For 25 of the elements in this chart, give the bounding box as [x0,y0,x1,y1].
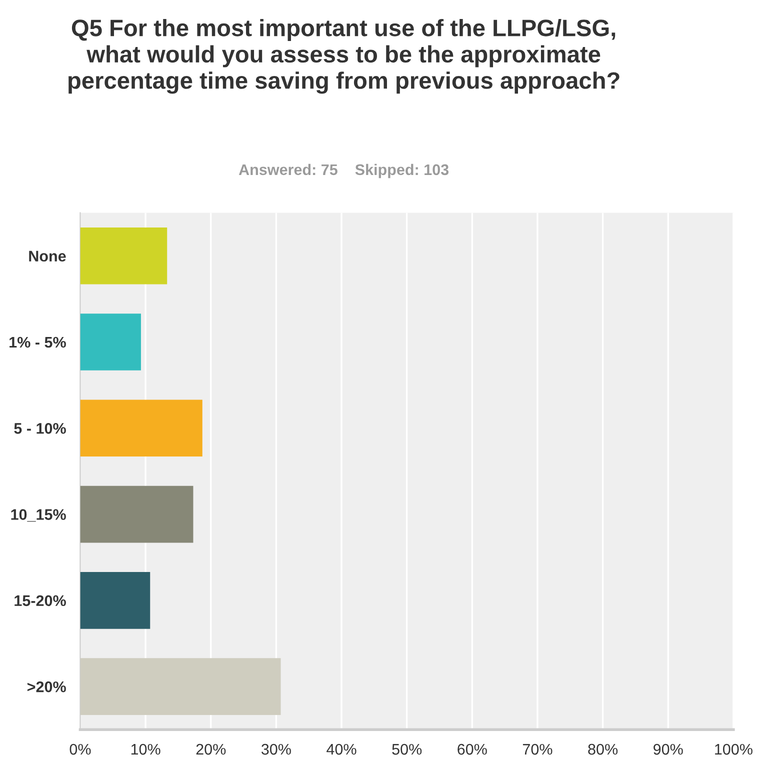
x-tick-label: 100% [715,744,752,755]
y-tick-label: 1% - 5% [10,336,66,348]
x-tick-label: 50% [392,744,422,755]
bar [80,314,141,370]
chart-title: Q5 For the most important use of the LLPG/LSG, what would you assess to be the approximate percentage time saving from previous approach? [68,19,620,94]
x-tick-label: 80% [588,744,618,755]
x-tick-label: 30% [261,744,291,755]
y-tick-label: 15-20% [14,595,66,606]
bar [80,572,150,629]
x-tick-label: 10% [131,744,160,755]
x-tick-label: 60% [458,744,487,755]
x-tick-label: 90% [654,744,683,755]
y-tick-label: 5 - 10% [14,423,66,434]
bar [80,227,168,284]
y-tick-label: None [29,250,66,262]
y-tick-label: 10_15% [11,509,66,522]
x-tick-label: 70% [522,744,552,755]
bar [80,658,281,715]
chart-subtitle: Answered: 75 Skipped: 103 [238,164,449,178]
x-tick-label: 20% [196,744,226,755]
y-tick-label: >20% [27,681,66,692]
x-tick-label: 0% [70,744,91,755]
x-tick-label: 40% [326,744,356,755]
bar [80,400,202,457]
bar [80,486,194,543]
